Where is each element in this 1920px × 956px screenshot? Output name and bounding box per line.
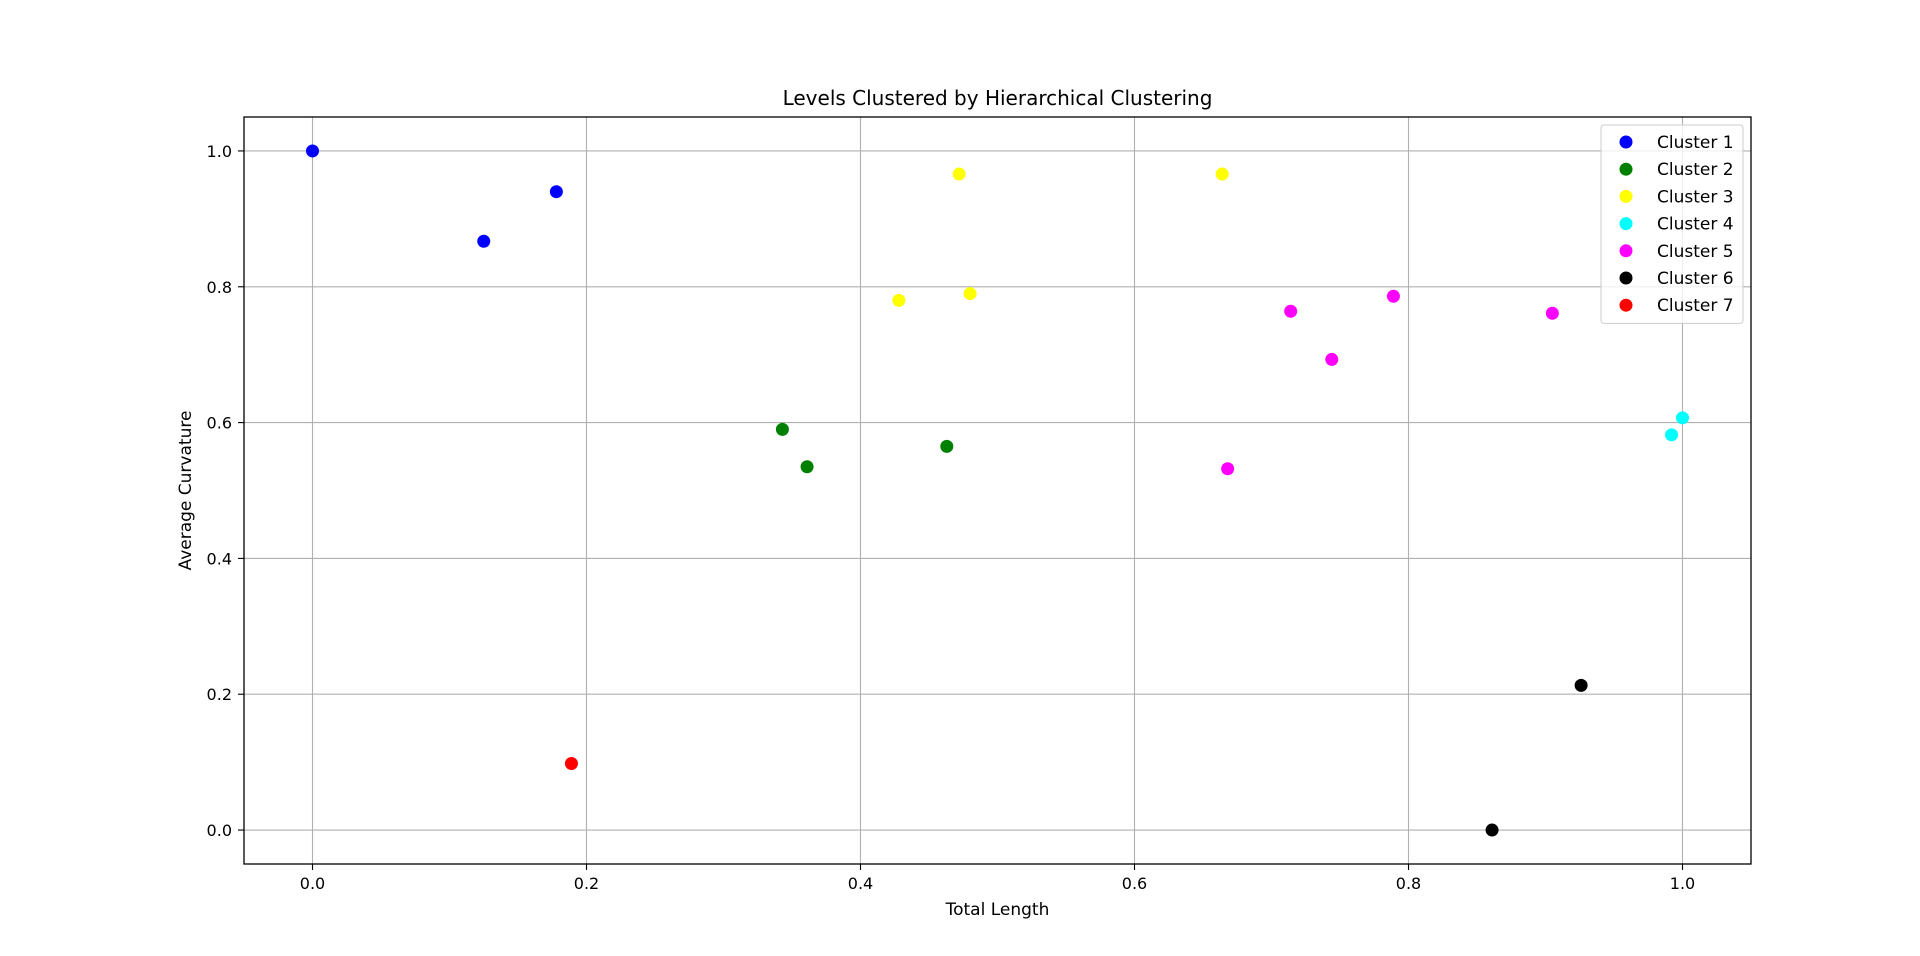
legend-label-cluster-4: Cluster 4 — [1657, 215, 1734, 235]
scatter-point-cluster-3 — [952, 167, 966, 181]
scatter-point-cluster-1 — [549, 185, 563, 199]
scatter-point-cluster-5 — [1221, 462, 1235, 476]
scatter-point-cluster-4 — [1665, 428, 1679, 442]
scatter-point-cluster-1 — [306, 144, 319, 158]
scatter-point-cluster-3 — [892, 293, 906, 307]
plot-area-frame — [243, 116, 1752, 865]
legend-label-cluster-7: Cluster 7 — [1657, 296, 1734, 316]
scatter-point-cluster-3 — [963, 287, 977, 301]
x-tick-label: 0.4 — [848, 874, 873, 893]
x-tick-label: 0.0 — [300, 874, 325, 893]
scatter-point-cluster-2 — [940, 439, 954, 453]
scatter-point-cluster-5 — [1284, 304, 1298, 318]
scatter-point-cluster-5 — [1386, 289, 1400, 303]
legend-marker-cluster-6 — [1619, 271, 1633, 285]
legend-marker-cluster-2 — [1619, 162, 1633, 176]
y-axis-label: Average Curvature — [176, 411, 196, 571]
axis-ticks: 0.0 0.2 0.4 0.6 0.8 1.0 0.0 0.2 0.4 0.6 0.8 1.0 — [207, 142, 1696, 893]
scatter-point-cluster-7 — [564, 756, 578, 770]
scatter-point-cluster-6 — [1485, 823, 1499, 837]
scatter-point-cluster-5 — [1545, 306, 1559, 320]
scatter-point-cluster-2 — [800, 460, 814, 474]
scatter-point-cluster-3 — [1215, 167, 1229, 181]
x-axis-label: Total Length — [945, 900, 1050, 920]
scatter-point-cluster-6 — [1574, 678, 1588, 692]
scatter-point-cluster-5 — [1325, 352, 1339, 366]
scatter-point-cluster-1 — [477, 234, 491, 248]
legend-label-cluster-2: Cluster 2 — [1657, 160, 1734, 180]
legend-label-cluster-5: Cluster 5 — [1657, 242, 1734, 262]
x-tick-label: 0.6 — [1122, 874, 1147, 893]
legend-marker-cluster-3 — [1619, 189, 1633, 203]
y-tick-label: 0.8 — [207, 278, 232, 297]
legend-label-cluster-3: Cluster 3 — [1657, 187, 1734, 207]
y-tick-label: 0.6 — [207, 414, 232, 433]
x-tick-label: 0.2 — [574, 874, 599, 893]
legend-box — [1600, 124, 1744, 324]
grid-lines — [244, 117, 1751, 864]
y-tick-label: 0.2 — [207, 685, 232, 704]
y-tick-label: 0.4 — [207, 549, 232, 568]
scatter-point-cluster-4 — [1676, 411, 1689, 425]
chart-title: Levels Clustered by Hierarchical Cluster… — [783, 86, 1213, 110]
legend-label-cluster-1: Cluster 1 — [1657, 133, 1734, 153]
legend: Cluster 1 Cluster 2 Cluster 3 Cluster 4 Clus… — [1600, 124, 1744, 324]
x-tick-label: 0.8 — [1396, 874, 1421, 893]
scatter-point-cluster-2 — [775, 422, 789, 436]
legend-marker-cluster-1 — [1619, 135, 1633, 149]
data-points — [306, 144, 1689, 837]
legend-marker-cluster-5 — [1619, 244, 1633, 258]
y-tick-label: 1.0 — [207, 142, 232, 161]
legend-label-cluster-6: Cluster 6 — [1657, 269, 1734, 289]
legend-marker-cluster-4 — [1619, 217, 1633, 231]
legend-marker-cluster-7 — [1619, 298, 1633, 312]
x-tick-label: 1.0 — [1670, 874, 1695, 893]
y-tick-label: 0.0 — [207, 821, 232, 840]
